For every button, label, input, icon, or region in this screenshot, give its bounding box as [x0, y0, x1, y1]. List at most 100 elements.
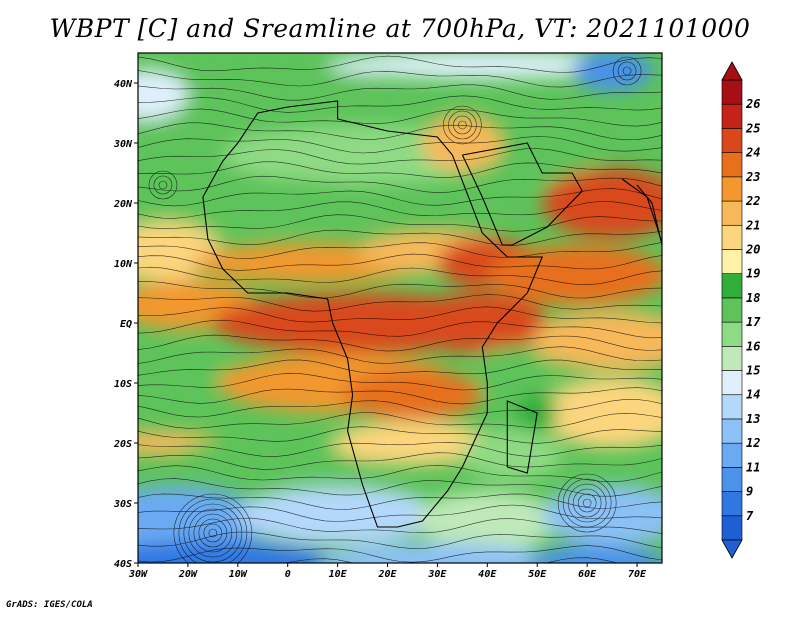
colorbar-label: 22 — [745, 194, 760, 208]
lon-tick-label: 30W — [128, 569, 148, 580]
colorbar-swatch — [721, 152, 743, 178]
streamline — [138, 399, 662, 418]
colorbar-label: 26 — [745, 97, 760, 111]
lat-tick-label: 40S — [114, 559, 132, 570]
streamline — [138, 148, 662, 165]
streamline — [138, 136, 662, 154]
streamline — [138, 201, 662, 219]
map-frame — [137, 52, 663, 564]
temperature-region — [487, 245, 662, 305]
colorbar-min-arrow — [721, 539, 743, 559]
streamline — [138, 188, 662, 207]
temperature-region — [472, 346, 553, 396]
temperature-region — [317, 543, 558, 563]
vortex-streamline — [458, 120, 467, 130]
streamline — [138, 517, 662, 534]
lat-tick-label: 30S — [113, 499, 132, 510]
colorbar-swatch — [721, 128, 743, 153]
vortex-streamline — [188, 508, 238, 558]
streamline — [138, 334, 662, 352]
lat-tick-label: 20N — [113, 199, 133, 210]
colorbar-label: 13 — [746, 412, 760, 426]
india-coastline — [621, 178, 662, 247]
colorbar-swatch — [721, 297, 743, 323]
vortex-streamline — [582, 498, 592, 508]
lon-tick-label: 20W — [178, 569, 198, 580]
streamline — [138, 175, 662, 194]
vortex-streamline — [448, 110, 477, 140]
streamline — [138, 70, 662, 88]
vortex-streamline — [617, 61, 637, 81]
temperature-region — [462, 430, 563, 480]
vortex-streamline — [557, 473, 617, 533]
temperature-region — [532, 311, 662, 371]
lon-tick-label: 20E — [377, 569, 397, 580]
lat-tick-label: 30N — [113, 139, 133, 150]
colorbar-swatch — [721, 467, 743, 492]
coastlines — [202, 100, 662, 528]
lon-tick-label: 70E — [628, 569, 647, 580]
lon-tick-label: 60E — [578, 569, 597, 580]
vortex-streamline — [193, 513, 233, 553]
colorbar-swatch — [721, 370, 743, 396]
colorbar-label: 25 — [745, 121, 760, 135]
streamline — [138, 346, 662, 364]
streamline — [138, 441, 662, 457]
vortex-streamline — [208, 528, 218, 538]
streamline — [138, 95, 662, 113]
vortex-streamline — [158, 180, 168, 190]
lon-tick-label: 30E — [427, 569, 447, 580]
streamline — [138, 55, 662, 73]
streamlines — [138, 55, 662, 563]
lon-tick-label: 10W — [229, 569, 248, 580]
streamline — [138, 229, 662, 246]
vortex-streamline — [183, 503, 243, 563]
streamline — [138, 122, 662, 141]
grads-credit: GrADS: IGES/COLA — [6, 600, 93, 610]
colorbar-label: 14 — [746, 388, 760, 402]
colorbar-label: 19 — [746, 267, 760, 281]
lat-tick-label: 40N — [114, 79, 133, 90]
temperature-region — [138, 70, 188, 120]
latitude-axis: 40N 30N 20N 10N EQ 10S 20S 30S 40S — [113, 79, 138, 570]
colorbar-label: 24 — [745, 146, 760, 160]
streamline — [138, 294, 662, 312]
streamline — [138, 108, 662, 127]
streamline — [138, 464, 662, 483]
streamline — [138, 242, 662, 259]
streamline — [138, 478, 662, 497]
colorbar-swatch — [721, 321, 743, 347]
vortex-streamline — [443, 105, 482, 145]
colorbar-label: 21 — [745, 218, 760, 232]
vortex-streamline — [173, 493, 253, 563]
colorbar-label: 20 — [745, 242, 760, 256]
colorbar-swatch — [721, 346, 743, 371]
colorbar-swatch — [721, 491, 743, 517]
streamline — [138, 161, 662, 178]
colorbar-swatch — [721, 273, 743, 299]
arabia-coastline — [461, 142, 583, 246]
vortex-streamline — [178, 498, 248, 563]
streamline — [138, 545, 662, 563]
colorbar-label: 18 — [746, 291, 760, 305]
temperature-region — [142, 178, 383, 228]
streamline — [138, 504, 662, 522]
streamline — [138, 372, 662, 391]
vortex-streamline — [153, 175, 173, 195]
colorbar-swatch — [721, 224, 743, 250]
vortex-streamline — [622, 66, 632, 76]
streamline — [282, 557, 619, 563]
temperature-region — [138, 346, 228, 396]
temperature-region — [527, 545, 662, 563]
colorbar-swatch — [721, 249, 743, 274]
temperature-region — [417, 491, 558, 551]
lon-tick-label: 40E — [478, 569, 497, 580]
colorbar-label: 16 — [746, 339, 760, 353]
colorbar-label: 17 — [746, 315, 761, 329]
streamline — [138, 426, 662, 444]
temperature-region — [332, 421, 493, 465]
lat-tick-label: EQ — [120, 319, 132, 330]
temperature-region — [572, 53, 653, 91]
colorbar-label: 15 — [746, 364, 760, 378]
